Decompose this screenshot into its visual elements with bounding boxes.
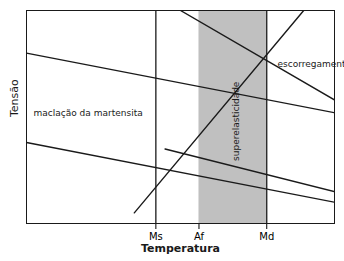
svg-text:Tensão: Tensão xyxy=(8,79,21,118)
svg-text:Af: Af xyxy=(194,231,204,242)
svg-text:Ms: Ms xyxy=(149,231,163,242)
svg-text:Temperatura: Temperatura xyxy=(141,242,220,255)
svg-text:maclação da martensita: maclação da martensita xyxy=(34,108,143,118)
svg-text:Md: Md xyxy=(259,231,274,242)
svg-text:superelasticidade: superelasticidade xyxy=(231,81,241,161)
